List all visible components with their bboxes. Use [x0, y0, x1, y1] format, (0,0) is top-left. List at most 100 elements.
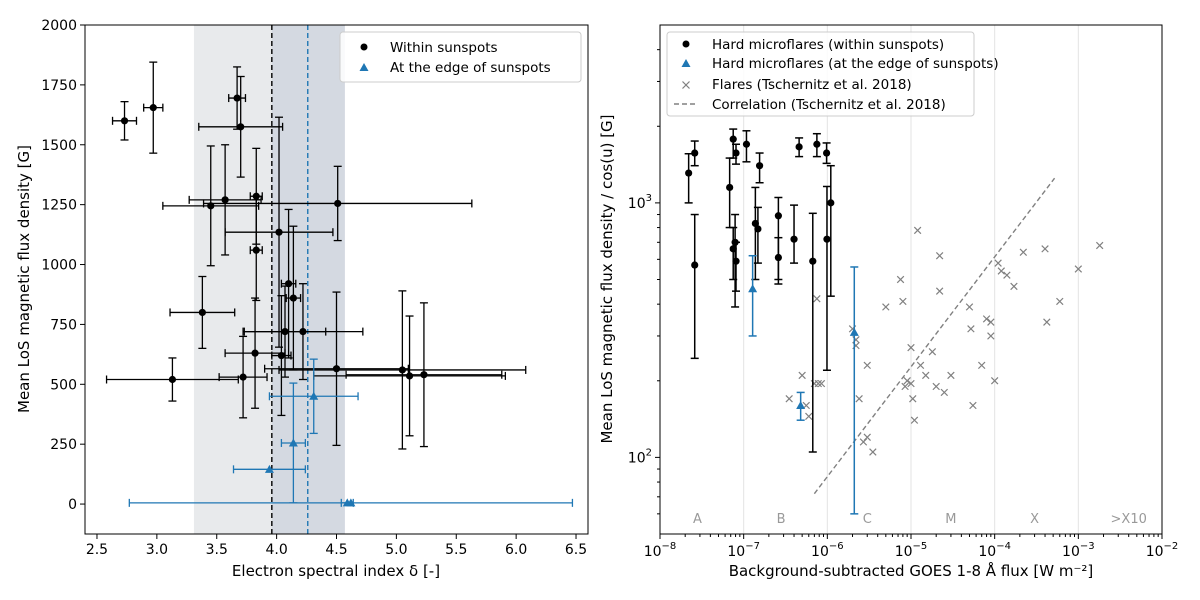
right-point-0-4-marker	[729, 135, 737, 143]
goes-class-label-0: A	[693, 512, 702, 527]
right-point-2-27-marker	[922, 371, 930, 380]
left-point-0-21-marker	[405, 372, 414, 380]
left-y-tick-label-3: 750	[50, 317, 77, 333]
right-x-tick-label-0: 10−8	[644, 541, 677, 560]
left-legend: Within sunspots At the edge of sunspots	[339, 31, 582, 83]
right-point-2-34-marker-stroke-b	[965, 303, 974, 311]
right-point-2-28-marker-stroke-b	[928, 348, 937, 356]
right-point-2-30-marker	[935, 251, 944, 260]
right-point-2-31-marker-stroke-b	[935, 287, 944, 295]
right-point-2-20-marker-stroke-b	[903, 377, 911, 385]
right-point-2-18-marker-stroke-b	[899, 297, 907, 306]
right-point-0-13-marker	[774, 212, 782, 220]
right-point-2-18-marker	[899, 297, 907, 306]
right-point-2-19-marker-stroke-b	[901, 382, 909, 391]
right-y-axis-label: Mean LoS magnetic flux density / cos(u) …	[598, 114, 616, 443]
left-point-1-1-marker	[288, 438, 298, 447]
right-point-2-51-marker	[1095, 241, 1104, 250]
left-y-tick-label-1: 250	[50, 437, 77, 453]
right-point-2-7-marker	[813, 295, 821, 303]
left-x-tick-label-6: 5.5	[445, 542, 467, 558]
right-point-2-40-marker	[987, 332, 995, 340]
left-series-edge-of-sunspots	[128, 358, 574, 507]
left-x-axis-label: Electron spectral index δ [-]	[232, 562, 440, 580]
right-point-2-0-marker-stroke-b	[785, 395, 793, 403]
right-point-2-43-marker	[997, 267, 1006, 275]
right-point-2-21-marker-stroke-b	[907, 379, 915, 388]
left-point-0-5-marker	[221, 196, 229, 204]
right-point-0-18-marker	[809, 257, 817, 265]
left-y-tick-label-0: 0	[68, 497, 77, 513]
right-point-2-7-marker-stroke-b	[813, 295, 821, 303]
right-point-2-44-marker	[1003, 271, 1011, 279]
right-x-tick-label-1: 10−7	[727, 541, 760, 560]
right-point-1-2-marker	[849, 327, 859, 336]
right-point-2-39-marker-stroke-b	[987, 318, 995, 326]
right-point-1-0-errorbar	[748, 254, 757, 337]
right-panel: A B C M X >X10 10−8 10−7 10−6 10−5 10−4 10−3 10−2 10…	[598, 24, 1178, 580]
left-point-0-1-marker	[149, 104, 157, 112]
right-point-0-20-marker	[823, 235, 831, 243]
right-point-0-14-marker	[774, 253, 782, 262]
left-point-1-0-marker	[264, 464, 274, 473]
legend-marker-flares	[682, 81, 690, 89]
left-legend-box	[339, 31, 582, 83]
legend-marker-within-sunspots	[360, 43, 368, 51]
goes-class-label-3: M	[945, 512, 956, 527]
right-point-0-19-marker	[822, 149, 831, 157]
right-point-2-5-marker	[814, 379, 823, 388]
goes-class-label-4: X	[1030, 512, 1039, 527]
right-point-2-11-marker-stroke-b	[855, 395, 863, 403]
right-point-2-46-marker	[1019, 248, 1028, 256]
legend-label-edge-of-sunspots: At the edge of sunspots	[390, 60, 551, 76]
right-point-2-5-marker-stroke-b	[814, 379, 823, 388]
right-point-2-27-marker-stroke-b	[922, 371, 930, 380]
right-point-2-38-marker-stroke-b	[982, 315, 991, 323]
right-point-2-41-marker	[990, 377, 999, 385]
right-point-2-47-marker	[1041, 245, 1049, 253]
right-point-2-17-marker	[896, 275, 905, 284]
right-point-2-28-marker	[928, 348, 937, 356]
right-x-tick-label-3: 10−5	[895, 541, 928, 560]
right-point-0-8-marker	[732, 257, 740, 265]
right-point-2-36-marker	[969, 401, 977, 410]
legend-label-hard-microflares-within: Hard microflares (within sunspots)	[712, 37, 944, 53]
right-point-2-25-marker-stroke-b	[913, 226, 922, 235]
right-point-2-21-marker	[907, 379, 915, 388]
left-point-0-6-marker	[252, 192, 260, 200]
left-point-0-16-marker	[277, 351, 286, 360]
right-x-tick-label-5: 10−3	[1062, 541, 1095, 560]
right-point-0-21-marker	[827, 199, 835, 207]
goes-class-label-5: >X10	[1111, 512, 1147, 527]
right-point-2-50-marker-stroke-b	[1074, 265, 1083, 273]
right-series-flares	[785, 226, 1104, 456]
right-point-2-29-marker	[932, 382, 940, 391]
left-series-within-sunspots	[105, 61, 527, 450]
right-point-0-2-errorbar	[690, 213, 699, 360]
right-point-0-0-marker	[685, 169, 693, 177]
left-x-tick-label-3: 4.0	[265, 542, 287, 558]
left-point-0-10-marker	[198, 308, 206, 317]
right-point-1-2-errorbar	[850, 266, 859, 515]
right-point-2-17-marker-stroke-b	[896, 275, 905, 284]
left-panel: 2.5 3.0 3.5 4.0 4.5 5.0 5.5 6.0 6.5 0 250 500 750 100…	[15, 18, 589, 580]
right-point-2-39-marker	[987, 318, 995, 326]
left-point-0-17-marker	[168, 375, 177, 384]
left-point-0-9-marker	[334, 199, 342, 208]
right-legend-box	[666, 31, 975, 117]
right-series-hard-microflares-edge	[748, 254, 859, 515]
right-series-hard-microflares-within	[684, 128, 835, 453]
right-point-2-33-marker-stroke-b	[947, 371, 955, 380]
right-point-2-12-marker	[859, 438, 868, 446]
right-point-2-14-marker-stroke-b	[869, 448, 877, 456]
right-point-2-15-marker-stroke-b	[863, 361, 871, 370]
goes-class-label-1: B	[777, 512, 786, 527]
right-point-2-23-marker	[910, 416, 919, 424]
right-point-2-35-marker-stroke-b	[967, 325, 975, 333]
right-point-2-45-marker	[1010, 282, 1018, 291]
right-x-axis-label: Background-subtracted GOES 1-8 Å flux [W…	[729, 561, 1094, 580]
left-y-tick-label-7: 1750	[41, 78, 77, 94]
right-point-0-3-marker	[726, 183, 734, 192]
right-point-2-49-marker-stroke-b	[1056, 297, 1064, 306]
